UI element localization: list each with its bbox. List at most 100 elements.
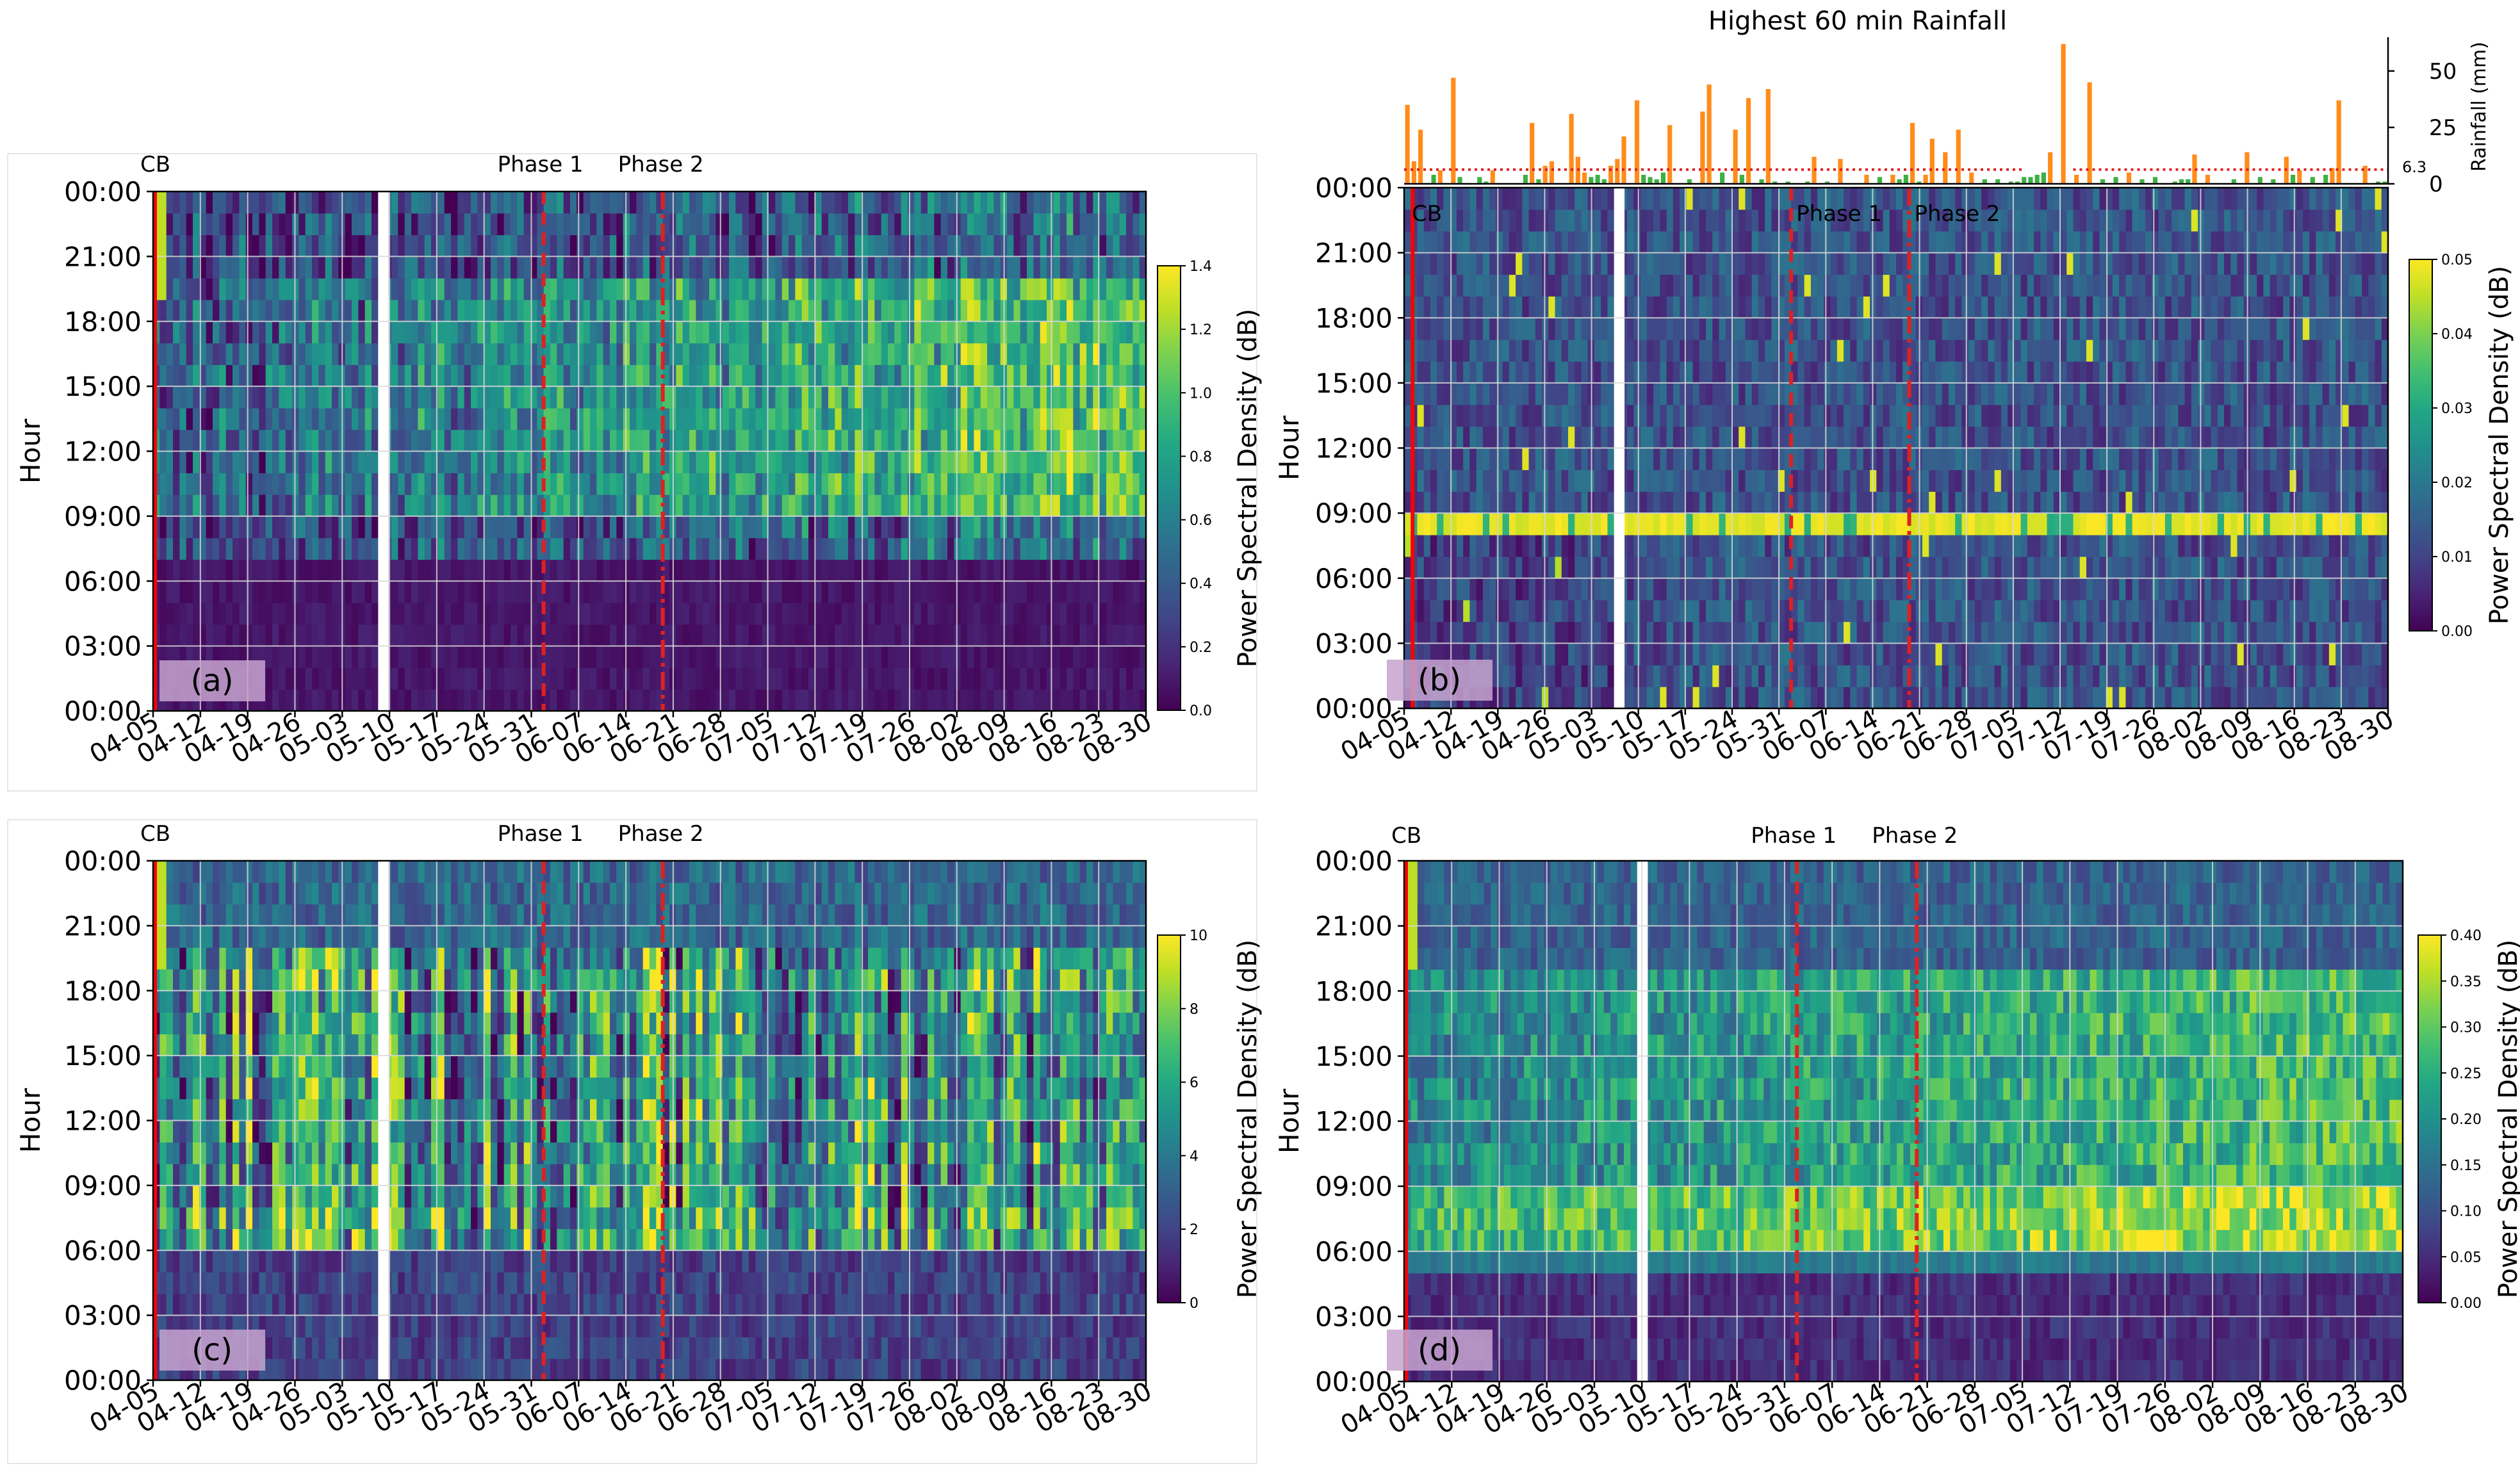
heatmap-cell	[471, 473, 478, 495]
heatmap-cell	[173, 494, 180, 517]
heatmap-cell	[616, 581, 624, 603]
heatmap-cell	[662, 429, 670, 452]
heatmap-cell	[974, 537, 981, 560]
heatmap-cell	[940, 299, 948, 322]
heatmap-cell	[1653, 318, 1660, 340]
heatmap-cell	[444, 667, 452, 690]
heatmap-cell	[272, 429, 279, 452]
heatmap-cell	[537, 321, 544, 344]
heatmap-cell	[1139, 343, 1147, 365]
heatmap-cell	[444, 494, 452, 517]
heatmap-cell	[225, 386, 233, 409]
heatmap-cell	[716, 386, 723, 409]
heatmap-cell	[801, 689, 809, 712]
heatmap-cell	[272, 494, 279, 517]
heatmap-cell	[1020, 321, 1027, 344]
heatmap-cell	[1568, 361, 1575, 384]
heatmap-cell	[835, 407, 842, 430]
heatmap-cell	[206, 624, 213, 647]
heatmap-cell	[193, 451, 200, 473]
heatmap-cell	[781, 516, 789, 539]
heatmap-cell	[1476, 318, 1484, 340]
heatmap-cell	[1680, 491, 1687, 514]
heatmap-cell	[742, 364, 749, 387]
heatmap-cell	[716, 689, 723, 712]
heatmap-cell	[1502, 621, 1510, 644]
heatmap-cell	[815, 321, 822, 344]
heatmap-cell	[1528, 426, 1536, 449]
heatmap-cell	[1548, 491, 1556, 514]
heatmap-cell	[332, 429, 339, 452]
heatmap-cell	[1561, 188, 1569, 210]
heatmap-cell	[438, 192, 445, 214]
heatmap-cell	[372, 407, 379, 430]
heatmap-cell	[1133, 494, 1140, 517]
heatmap-cell	[1047, 494, 1054, 517]
heatmap-cell	[1673, 665, 1680, 687]
heatmap-cell	[1073, 494, 1081, 517]
heatmap-cell	[219, 192, 227, 214]
heatmap-cell	[491, 213, 498, 236]
heatmap-cell	[1430, 491, 1437, 514]
heatmap-cell	[742, 646, 749, 669]
heatmap-cell	[1739, 318, 1746, 340]
heatmap-cell	[219, 234, 227, 257]
heatmap-cell	[1575, 382, 1582, 405]
heatmap-cell	[325, 429, 332, 452]
heatmap-cell	[1430, 599, 1437, 623]
heatmap-cell	[451, 689, 458, 712]
heatmap-cell	[543, 213, 551, 236]
heatmap-cell	[781, 624, 789, 647]
heatmap-cell	[762, 343, 769, 365]
heatmap-cell	[1139, 407, 1147, 430]
panel-label-box	[160, 660, 265, 701]
heatmap-cell	[662, 494, 670, 517]
heatmap-cell	[1581, 318, 1589, 340]
heatmap-cell	[1456, 361, 1464, 384]
heatmap-cell	[166, 516, 174, 539]
heatmap-cell	[769, 192, 776, 214]
heatmap-cell	[1423, 599, 1431, 623]
heatmap-cell	[974, 407, 981, 430]
heatmap-cell	[610, 516, 617, 539]
heatmap-cell	[914, 559, 922, 582]
heatmap-cell	[1548, 599, 1556, 623]
heatmap-cell	[888, 667, 895, 690]
heatmap-cell	[1706, 665, 1713, 687]
heatmap-cell	[312, 473, 319, 495]
heatmap-cell	[980, 192, 988, 214]
heatmap-cell	[1430, 296, 1437, 318]
heatmap-cell	[1699, 448, 1706, 470]
heatmap-cell	[1417, 339, 1425, 362]
heatmap-cell	[716, 256, 723, 279]
heatmap-cell	[1725, 231, 1733, 254]
heatmap-cell	[596, 451, 604, 473]
heatmap-cell	[1496, 448, 1503, 470]
heatmap-cell	[1575, 556, 1582, 579]
heatmap-cell	[960, 603, 968, 625]
heatmap-cell	[689, 234, 696, 257]
heatmap-cell	[259, 343, 266, 365]
heatmap-cell	[1417, 491, 1425, 514]
heatmap-cell	[259, 256, 266, 279]
heatmap-cell	[835, 473, 842, 495]
heatmap-cell	[623, 407, 630, 430]
heatmap-cell	[702, 646, 710, 669]
heatmap-cell	[861, 234, 869, 257]
heatmap-cell	[239, 299, 247, 322]
heatmap-cell	[994, 407, 1001, 430]
heatmap-cell	[1482, 578, 1490, 601]
heatmap-cell	[550, 278, 557, 300]
heatmap-cell	[1561, 556, 1569, 579]
heatmap-cell	[676, 256, 683, 279]
heatmap-cell	[1443, 448, 1451, 470]
heatmap-cell	[1528, 209, 1536, 232]
heatmap-cell	[1027, 559, 1034, 582]
heatmap-cell	[471, 278, 478, 300]
heatmap-cell	[299, 624, 306, 647]
heatmap-cell	[543, 537, 551, 560]
heatmap-cell	[821, 667, 829, 690]
heatmap-cell	[1053, 559, 1061, 582]
heatmap-cell	[821, 234, 829, 257]
heatmap-cell	[1680, 361, 1687, 384]
